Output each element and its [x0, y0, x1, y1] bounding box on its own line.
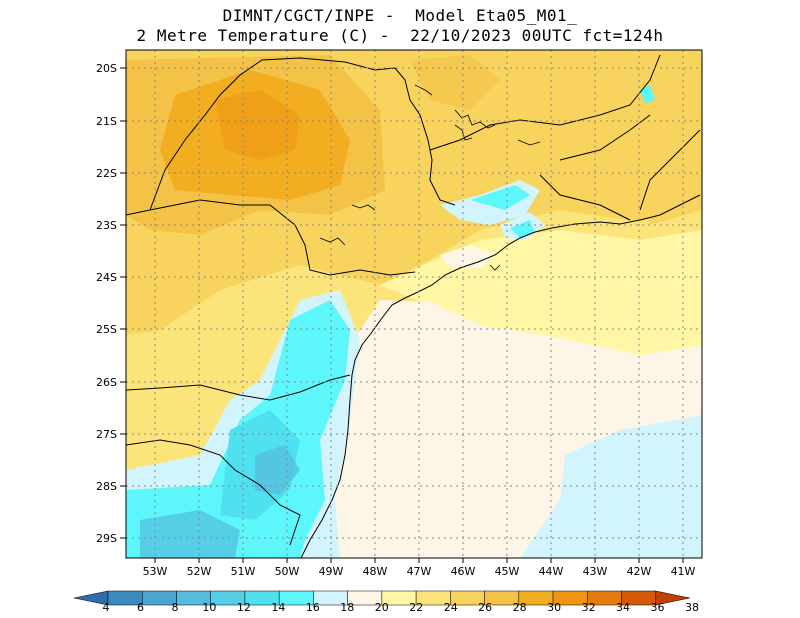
colorbar-arrow-right	[655, 590, 690, 606]
lon-label: 42W	[627, 565, 652, 578]
lon-label: 44W	[539, 565, 564, 578]
colorbar-label: 6	[137, 601, 144, 614]
colorbar-label: 14	[271, 601, 285, 614]
lon-label: 41W	[671, 565, 696, 578]
lon-label: 45W	[495, 565, 520, 578]
colorbar: 4 6 8 10 12 14 16 18 20 22 24 26 28 30 32 34 36 38	[73, 590, 699, 614]
lon-label: 46W	[451, 565, 476, 578]
lon-label: 47W	[407, 565, 432, 578]
colorbar-label: 38	[685, 601, 699, 614]
lat-label: 29S	[96, 532, 117, 545]
lat-label: 26S	[96, 376, 117, 389]
grid	[126, 50, 702, 558]
colorbar-label: 12	[237, 601, 251, 614]
colorbar-label: 20	[375, 601, 389, 614]
colorbar-label: 4	[103, 601, 110, 614]
lon-label: 49W	[319, 565, 344, 578]
colorbar-label: 32	[582, 601, 596, 614]
lat-label: 25S	[96, 323, 117, 336]
colorbar-label: 30	[547, 601, 561, 614]
map-title-line1: DIMNT/CGCT/INPE - Model Eta05_M01_	[222, 6, 578, 25]
colorbar-label: 36	[651, 601, 665, 614]
lat-label: 22S	[96, 167, 117, 180]
lon-label: 53W	[143, 565, 168, 578]
temperature-field	[126, 50, 702, 558]
lat-label: 27S	[96, 428, 117, 441]
lat-axis: 20S 21S 22S 23S 24S 25S 26S 27S 28S 29S	[96, 62, 126, 545]
colorbar-label: 18	[340, 601, 354, 614]
lon-label: 52W	[187, 565, 212, 578]
map-frame	[125, 49, 703, 559]
lon-label: 51W	[231, 565, 256, 578]
lon-label: 48W	[363, 565, 388, 578]
colorbar-label: 16	[306, 601, 320, 614]
colorbar-label: 34	[616, 601, 630, 614]
lat-label: 28S	[96, 480, 117, 493]
lon-axis: 53W 52W 51W 50W 49W 48W 47W 46W 45W 44W …	[143, 558, 696, 578]
colorbar-label: 10	[202, 601, 216, 614]
colorbar-label: 28	[513, 601, 527, 614]
lat-label: 24S	[96, 271, 117, 284]
lat-label: 20S	[96, 62, 117, 75]
colorbar-label: 26	[478, 601, 492, 614]
lat-label: 21S	[96, 115, 117, 128]
lon-label: 50W	[275, 565, 300, 578]
colorbar-label: 22	[409, 601, 423, 614]
lat-label: 23S	[96, 219, 117, 232]
colorbar-label: 8	[171, 601, 178, 614]
colorbar-label: 24	[444, 601, 458, 614]
coastline	[300, 194, 701, 558]
lon-label: 43W	[583, 565, 608, 578]
map-title-line2: 2 Metre Temperature (C) - 22/10/2023 00U…	[136, 26, 664, 45]
